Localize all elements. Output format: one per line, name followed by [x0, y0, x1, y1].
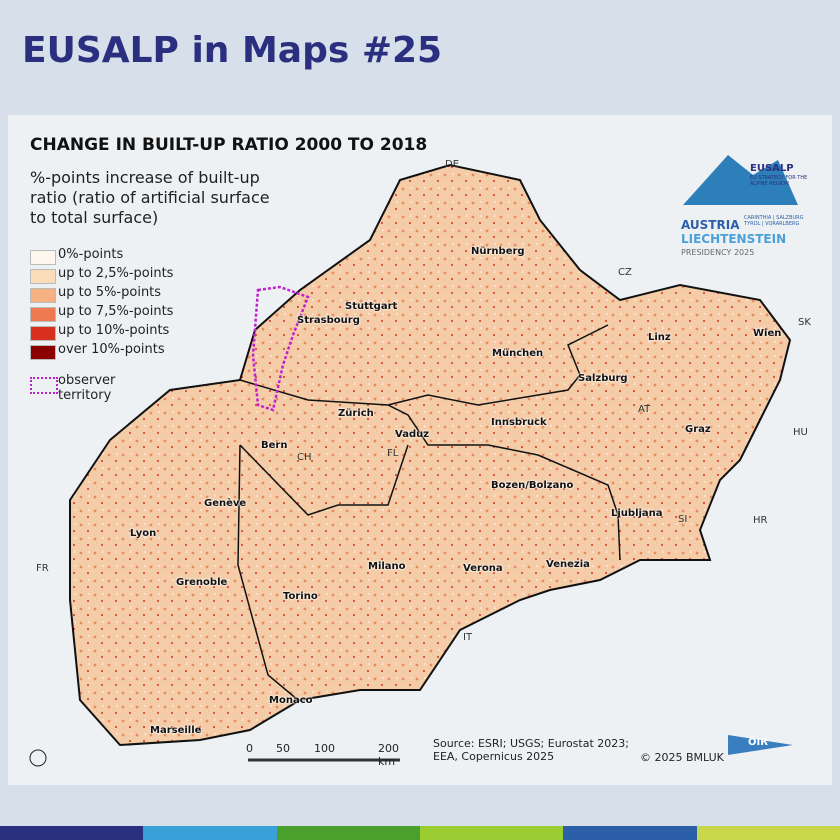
legend-swatch: [30, 288, 56, 303]
city-label: Salzburg: [578, 373, 628, 384]
legend-label: up to 5%-points: [58, 285, 162, 300]
map-subtitle: %-points increase of built-up ratio (rat…: [30, 168, 270, 227]
country-label: DE: [445, 159, 460, 170]
observer-territory: [251, 285, 310, 412]
country-label: FL: [387, 448, 399, 459]
map-title: CHANGE IN BUILT-UP RATIO 2000 TO 2018: [30, 135, 428, 155]
logo-tagline: EU STRATEGY FOR THE ALPINE REGION: [750, 175, 808, 187]
legend-label: up to 7,5%-points: [58, 304, 174, 319]
scale-label: 0: [246, 742, 253, 755]
city-label: Lyon: [130, 528, 157, 539]
legend-swatch: [30, 326, 56, 341]
eusalp-mountains: [683, 155, 798, 205]
legend-label: over 10%-points: [58, 342, 165, 357]
logo-name: EUSALP: [750, 163, 794, 174]
observer-label: observer territory: [58, 373, 116, 403]
source: Source: ESRI; USGS; Eurostat 2023; EEA, …: [433, 737, 629, 763]
logo-country2: LIECHTENSTEIN: [681, 232, 787, 246]
legend-swatch: [30, 269, 56, 284]
city-label: Monaco: [269, 695, 313, 706]
city-label: Linz: [648, 332, 671, 343]
scale-label: 50: [276, 742, 290, 755]
city-label: Grenoble: [176, 577, 228, 588]
legend-swatch: [30, 250, 56, 265]
country-label: IT: [463, 632, 473, 643]
country-label: HR: [753, 515, 768, 526]
city-label: Vaduz: [395, 429, 430, 440]
logo-country1: AUSTRIA: [681, 218, 740, 232]
legend-swatch: [30, 307, 56, 322]
footer-stripe: [0, 826, 840, 840]
city-label: München: [492, 348, 544, 359]
city-label: Milano: [368, 561, 406, 572]
scale-label: 200 km: [378, 742, 399, 768]
map-shapes: [29, 155, 798, 767]
border: [237, 324, 621, 701]
country-label: AT: [638, 404, 651, 415]
eusalp-region: [69, 163, 792, 747]
country-label: FR: [36, 563, 49, 574]
city-label: Zürich: [338, 408, 374, 419]
city-label: Ljubljana: [611, 508, 663, 519]
city-label: Innsbruck: [491, 417, 547, 428]
page-title: EUSALP in Maps #25: [22, 30, 443, 71]
city-label: Graz: [685, 424, 711, 435]
map: CHANGE IN BUILT-UP RATIO 2000 TO 2018 %-…: [8, 115, 832, 785]
country-label: SI: [678, 514, 688, 525]
legend-label: up to 10%-points: [58, 323, 170, 338]
institute-logo: [728, 735, 793, 755]
north-arrow: [29, 749, 47, 767]
city-label: Wien: [753, 328, 782, 339]
city-label: Venezia: [546, 559, 590, 570]
city-label: Marseille: [150, 725, 202, 736]
city-label: Nürnberg: [471, 246, 525, 257]
country-label: CZ: [618, 267, 632, 278]
city-label: Verona: [463, 563, 503, 574]
country-label: HU: [793, 427, 808, 438]
legend-label: 0%-points: [58, 247, 124, 262]
city-label: Torino: [283, 591, 318, 602]
country-label: CH: [297, 452, 312, 463]
city-label: Genève: [204, 498, 247, 509]
city-label: Stuttgart: [345, 301, 398, 312]
scale-label: 100: [314, 742, 335, 755]
logo-regions: CARINTHIA | SALZBURG TYROL | VORARLBERG: [744, 215, 804, 227]
city-label: Strasbourg: [297, 315, 360, 326]
logo-presidency: PRESIDENCY 2025: [681, 248, 755, 257]
institute: ÖIR: [748, 737, 768, 748]
country-label: SK: [798, 317, 811, 328]
observer-swatch: [30, 377, 58, 394]
city-label: Bern: [261, 440, 288, 451]
legend-swatch: [30, 345, 56, 360]
copyright: © 2025 BMLUK: [640, 751, 724, 764]
city-label: Bozen/Bolzano: [491, 480, 574, 491]
legend-label: up to 2,5%-points: [58, 266, 174, 281]
